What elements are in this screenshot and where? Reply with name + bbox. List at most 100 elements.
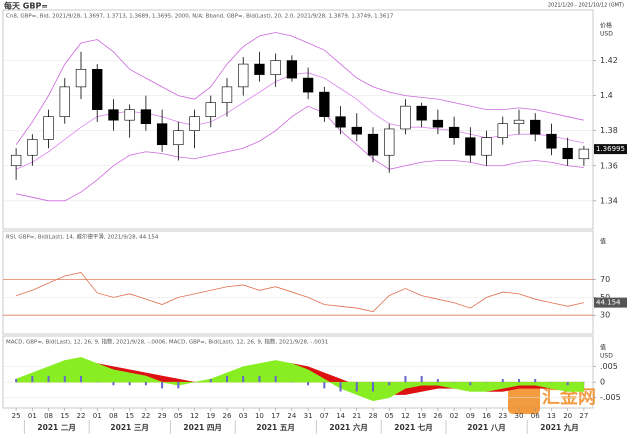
macd-legend: MACD, GBP=, Bid(Last), 12, 26, 9, 指数, 20… <box>6 338 328 346</box>
histogram-bar <box>258 375 261 383</box>
x-tick-label: 27 <box>579 412 588 420</box>
candle-body <box>205 102 216 117</box>
candle-body <box>562 147 573 160</box>
rsi-legend: RSI, GBP=, Bid(Last), 14, 威尔德平滑, 2021/9/… <box>6 233 159 241</box>
histogram-bar <box>177 382 180 389</box>
candle-body <box>530 119 541 135</box>
candle-body <box>302 77 314 93</box>
histogram-bar <box>534 379 537 383</box>
candle-body <box>254 63 265 75</box>
candle-body <box>351 126 362 135</box>
x-tick-label: 14 <box>336 412 345 420</box>
candle-body <box>27 139 38 156</box>
bollinger-band <box>15 32 584 145</box>
axis-label: 值 <box>600 238 606 246</box>
histogram-bar <box>518 379 520 383</box>
y-tick-label: 1.38 <box>600 126 618 135</box>
candle-body <box>513 119 525 124</box>
x-tick-label: 13 <box>547 412 556 420</box>
histogram-bar <box>63 375 66 383</box>
candle-body <box>59 86 70 117</box>
x-tick-label: 17 <box>271 412 280 420</box>
axis-unit: USD <box>600 31 613 38</box>
histogram-bar <box>80 375 82 383</box>
candle-body <box>270 60 281 75</box>
candle-body <box>92 69 103 110</box>
candle-body <box>75 69 87 88</box>
watermark-logo <box>508 382 540 414</box>
candle-body <box>221 86 233 103</box>
y-tick-label: -.005 <box>600 393 621 402</box>
histogram-bar <box>226 375 228 383</box>
histogram-bar <box>161 382 164 389</box>
candle-body <box>400 105 411 130</box>
axis-label: 价格 <box>600 22 612 30</box>
histogram-bar <box>209 379 212 383</box>
y-tick-label: 1.42 <box>600 56 618 65</box>
histogram-bar <box>307 382 310 386</box>
x-tick-label: 22 <box>141 412 150 420</box>
candle-body <box>384 128 395 156</box>
x-tick-label: 01 <box>28 412 37 420</box>
month-label: 2021 五月 <box>256 423 295 432</box>
histogram-bar <box>566 382 569 386</box>
x-tick-label: 24 <box>287 412 296 420</box>
y-tick-label: 1.4 <box>600 91 613 100</box>
histogram-bar <box>436 379 439 383</box>
candle-body <box>238 63 249 88</box>
last-value-label: 1.36995 <box>596 145 625 153</box>
x-tick-label: 10 <box>255 412 264 420</box>
price-pane <box>2 9 594 230</box>
x-tick-label: 09 <box>466 412 475 420</box>
histogram-bar <box>144 382 147 386</box>
candle-body <box>189 116 200 131</box>
month-label: 2021 七月 <box>394 422 433 432</box>
candle-body <box>578 148 590 160</box>
histogram-bar <box>323 382 326 389</box>
month-label: 2021 八月 <box>467 423 506 432</box>
x-tick-label: 12 <box>190 412 199 420</box>
histogram-bar <box>501 379 504 383</box>
candle-body <box>124 109 135 121</box>
x-tick-label: 19 <box>206 412 215 420</box>
candle-body <box>140 109 152 124</box>
x-tick-label: 26 <box>433 412 442 420</box>
candle-body <box>156 123 168 146</box>
rsi-pane <box>2 230 594 335</box>
histogram-bar <box>128 382 131 386</box>
x-tick-label: 08 <box>44 412 53 420</box>
axis-unit: USD <box>600 353 613 360</box>
y-tick-label: .005 <box>600 362 618 371</box>
x-tick-label: 07 <box>320 412 329 420</box>
candle-body <box>286 60 298 79</box>
histogram-bar <box>339 382 342 392</box>
x-tick-label: 03 <box>239 412 248 420</box>
histogram-bar <box>372 382 374 392</box>
x-tick-label: 01 <box>93 412 102 420</box>
candle-body <box>10 154 22 167</box>
x-tick-label: 06 <box>531 412 540 420</box>
x-tick-label: 12 <box>401 412 410 420</box>
y-tick-label: 50 <box>600 293 610 302</box>
candle-body <box>546 133 557 149</box>
month-label: 2021 六月 <box>329 422 368 432</box>
candle-body <box>367 133 379 156</box>
y-tick-label: 30 <box>600 311 610 320</box>
x-tick-label: 22 <box>77 412 86 420</box>
candle-body <box>173 130 184 146</box>
candle-body <box>416 105 427 121</box>
histogram-bar <box>31 375 34 383</box>
y-tick-label: 70 <box>600 275 610 284</box>
month-label: 2021 二月 <box>37 423 76 432</box>
month-label: 2021 四月 <box>183 423 222 432</box>
histogram-bar <box>112 382 115 386</box>
x-tick-label: 30 <box>515 412 524 420</box>
x-tick-label: 20 <box>563 412 572 420</box>
x-tick-label: 15 <box>60 412 69 420</box>
histogram-bar <box>388 382 391 386</box>
x-tick-label: 31 <box>304 412 313 420</box>
x-tick-label: 05 <box>385 412 394 420</box>
last-value-badge <box>594 144 627 155</box>
y-tick-label: 1.36 <box>600 161 618 170</box>
